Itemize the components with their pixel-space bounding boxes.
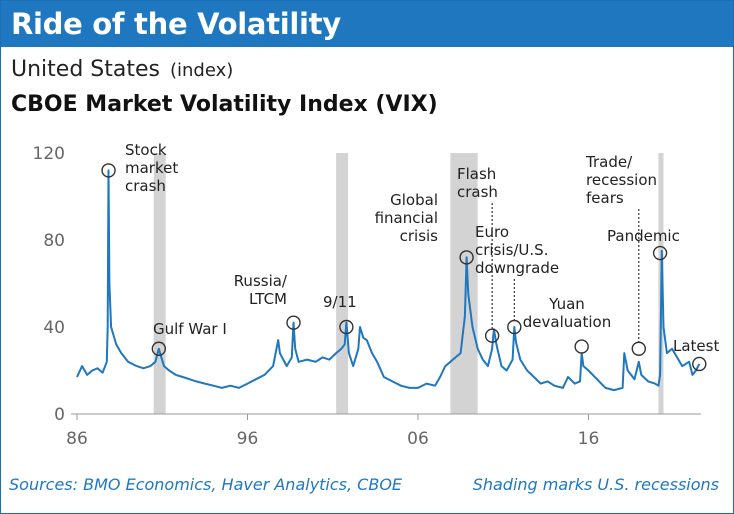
annotation-marker — [507, 319, 522, 335]
banner-title: Ride of the Volatility — [11, 7, 341, 41]
annotation-marker — [286, 315, 301, 330]
y-tick-label: 40 — [43, 318, 65, 338]
y-tick-label: 120 — [33, 144, 65, 164]
x-tick-label: 86 — [66, 429, 88, 449]
annotation-label: Trade/recession fears — [585, 153, 657, 207]
annotation-marker — [151, 341, 167, 356]
recession-band-2 — [450, 153, 478, 414]
annotation-label: 9/11 — [323, 293, 357, 311]
annotation-marker — [631, 341, 646, 356]
sources-note: Sources: BMO Economics, Haver Analytics,… — [9, 475, 403, 494]
region-name: United States — [11, 57, 160, 82]
annotation-marker — [692, 356, 707, 372]
annotation-marker — [574, 339, 589, 354]
region-label: United States (index) — [11, 57, 233, 82]
y-tick-label: 0 — [54, 405, 65, 425]
annotation-label: Gulf War I — [153, 320, 227, 338]
annotation-marker — [652, 245, 668, 261]
annotation-marker — [484, 328, 500, 343]
annotation-label: Flash crash — [457, 165, 498, 201]
vix-series-line — [76, 169, 701, 392]
annotation-label: Pandemic — [607, 227, 680, 245]
annotation-label: Russia/LTCM — [234, 272, 288, 308]
annotation-marker — [339, 319, 354, 335]
annotation-label: Stock market crash — [125, 141, 178, 195]
chart-subtitle: CBOE Market Volatility Index (VIX) — [11, 92, 438, 117]
recession-band-0 — [153, 153, 166, 414]
vix-chart: 0 40 80 120 86 96 06 16 Stock market crash Gulf War… — [33, 141, 720, 449]
annotation-label: Yuan devaluation — [523, 295, 611, 331]
annotation-marker — [459, 250, 474, 265]
recession-note: Shading marks U.S. recessions — [472, 475, 719, 494]
annotation-marker — [101, 163, 116, 178]
annotation-label: Euro crisis/U.S. downgrade — [475, 223, 559, 277]
annotation-label: Global financial crisis — [375, 191, 439, 245]
y-tick-label: 80 — [43, 231, 65, 251]
x-tick-label: 96 — [237, 429, 259, 449]
x-tick-label: 06 — [407, 429, 429, 449]
recession-band-1 — [336, 153, 349, 414]
title-banner: Ride of the Volatility — [1, 1, 733, 47]
annotation-label: Latest — [673, 337, 719, 355]
unit-label: (index) — [169, 60, 234, 81]
x-tick-label: 16 — [578, 429, 600, 449]
